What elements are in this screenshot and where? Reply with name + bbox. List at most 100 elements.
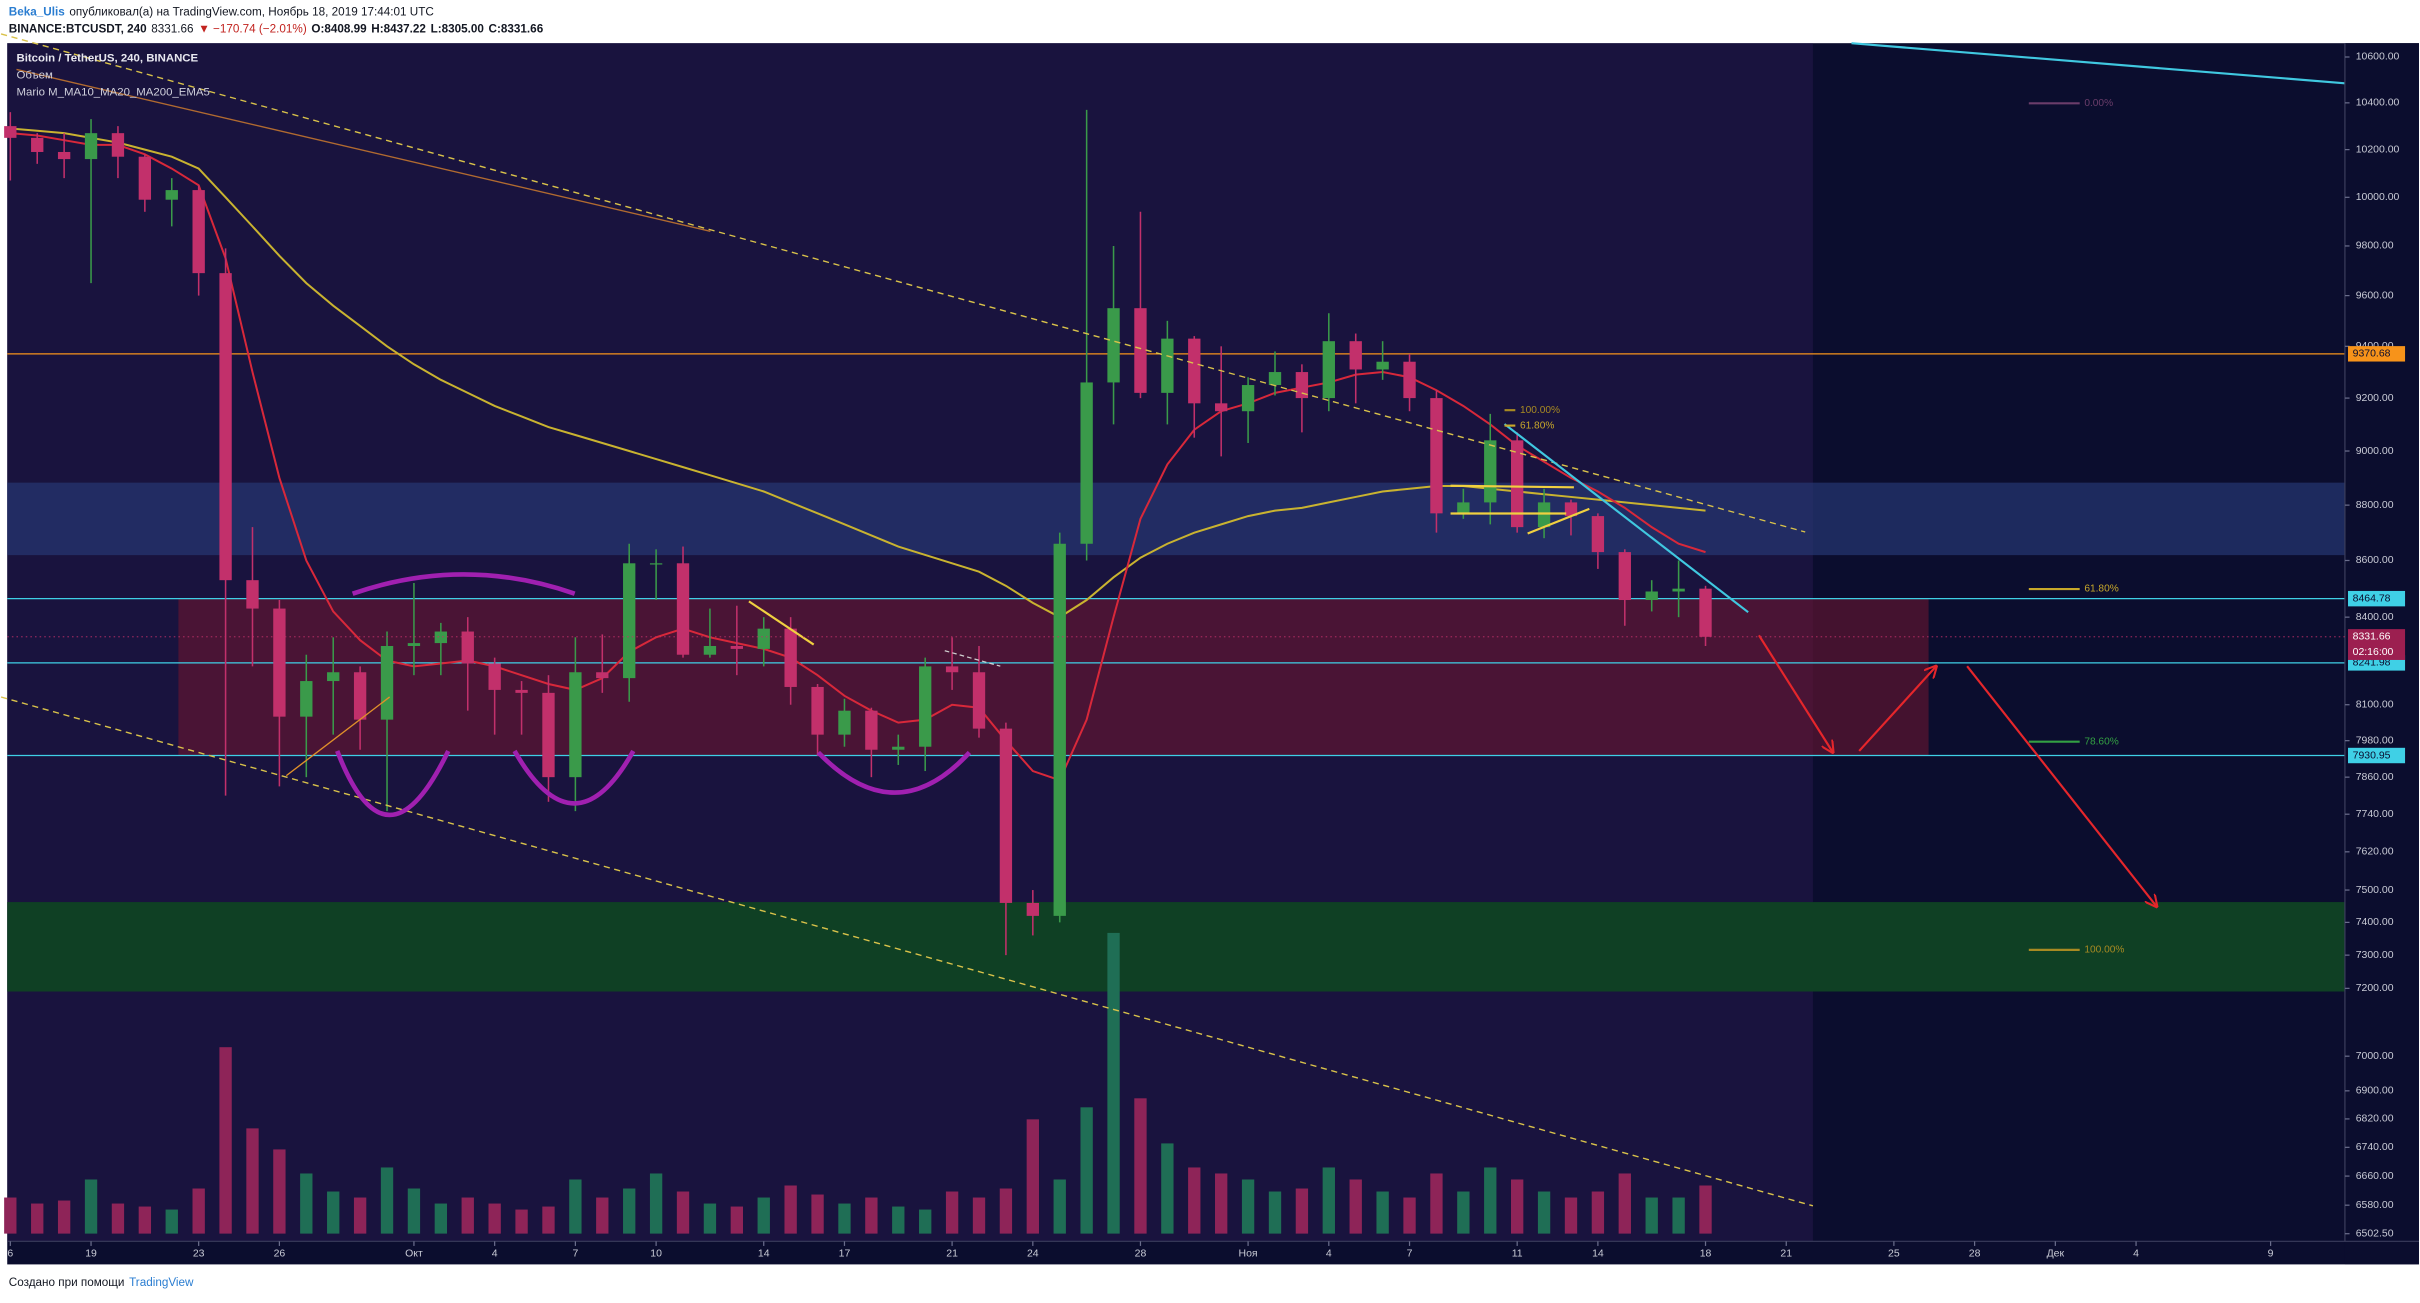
candle-body xyxy=(945,666,959,673)
volume xyxy=(4,932,1712,1234)
volume-bar xyxy=(1107,932,1120,1234)
candle-body xyxy=(1268,372,1282,386)
volume-bar xyxy=(811,1194,824,1234)
volume-bar xyxy=(1268,1191,1282,1234)
y-tick-label: 6660.00 xyxy=(2356,1171,2394,1182)
y-tick-label: 6820.00 xyxy=(2356,1114,2394,1125)
candle-body xyxy=(1322,341,1335,399)
candle-body xyxy=(84,133,98,160)
trend-line xyxy=(1851,42,2346,85)
x-tick-label: 7 xyxy=(572,1248,578,1259)
y-tick-label: 9800.00 xyxy=(2356,241,2394,252)
trend-line xyxy=(944,650,1001,667)
volume-bar xyxy=(1053,1179,1066,1234)
forecast-arrow xyxy=(1758,634,1833,752)
x-tick-label: 9 xyxy=(2268,1248,2274,1259)
candle-body xyxy=(892,746,905,750)
ohlc: L:8305.00 xyxy=(431,22,485,35)
volume-bar xyxy=(542,1206,555,1234)
level-tag xyxy=(2348,747,2406,764)
volume-bar xyxy=(1618,1173,1631,1234)
volume-bar xyxy=(461,1197,474,1234)
footer-brand[interactable]: TradingView xyxy=(129,1276,194,1289)
footer: Создано при помощи TradingView xyxy=(9,1276,194,1289)
pattern-arc xyxy=(335,749,451,817)
trend-line xyxy=(1450,484,1574,489)
volume-bar xyxy=(31,1203,44,1234)
candle-body xyxy=(1618,552,1631,601)
moving-averages xyxy=(10,127,1706,782)
ma-line xyxy=(10,127,1706,619)
x-tick-label: 6 xyxy=(7,1248,13,1259)
x-tick-label: 10 xyxy=(650,1248,662,1259)
level-tag-label: 9370.68 xyxy=(2353,349,2391,360)
volume-bar xyxy=(1295,1188,1309,1234)
volume-bar xyxy=(865,1197,878,1234)
candle-body xyxy=(192,190,205,274)
ohlc: O:8408.99 xyxy=(311,22,367,35)
volume-bar xyxy=(919,1209,932,1234)
x-tick-label: 11 xyxy=(1512,1248,1523,1259)
volume-bar xyxy=(1376,1191,1389,1234)
volume-bar xyxy=(1080,1107,1093,1234)
y-tick-label: 7200.00 xyxy=(2356,983,2394,994)
x-tick-label: Ноя xyxy=(1239,1248,1258,1259)
y-tick-label: 9000.00 xyxy=(2356,446,2394,457)
volume-bar xyxy=(945,1191,959,1234)
y-tick-label: 8800.00 xyxy=(2356,500,2394,511)
candle-body xyxy=(138,156,152,200)
zones xyxy=(7,43,2345,1242)
volume-bar xyxy=(515,1209,528,1234)
pattern-arc xyxy=(351,572,576,596)
candle-body xyxy=(1591,516,1605,553)
volume-bar xyxy=(1322,1167,1335,1234)
volume-bar xyxy=(246,1128,259,1234)
x-tick-label: 4 xyxy=(2133,1248,2139,1259)
volume-bar xyxy=(1457,1191,1470,1234)
y-tick-label: 7740.00 xyxy=(2356,809,2394,820)
volume-bar xyxy=(596,1197,609,1234)
ma-line xyxy=(10,132,1706,782)
volume-bar xyxy=(676,1191,690,1234)
volume-bar xyxy=(165,1209,178,1234)
footer-bg xyxy=(1,1264,2419,1303)
candle-body xyxy=(407,643,421,646)
y-tick-label: 6580.00 xyxy=(2356,1200,2394,1211)
candle-body xyxy=(1430,398,1443,514)
pattern-arc xyxy=(816,750,972,795)
y-tick-label: 6502.50 xyxy=(2356,1228,2394,1239)
y-tick-label: 10600.00 xyxy=(2356,52,2400,63)
candle-body xyxy=(515,689,528,693)
change: ▼ −170.74 (−2.01%) xyxy=(198,22,307,35)
support-zone xyxy=(7,902,2345,992)
volume-bar xyxy=(192,1188,205,1234)
candle-body xyxy=(1241,385,1255,412)
y-tick-label: 7300.00 xyxy=(2356,950,2394,961)
forecast-arrow xyxy=(1966,665,2157,907)
symbol: BINANCE:BTCUSDT, 240 xyxy=(9,22,147,35)
volume-bar xyxy=(1430,1173,1443,1234)
published: опубликовал(а) на TradingView.com, Ноябр… xyxy=(69,5,433,18)
user[interactable]: Beka_Ulis xyxy=(9,5,65,18)
candle-body xyxy=(1134,308,1147,393)
volume-bar xyxy=(784,1185,797,1234)
level-tag-label: 7930.95 xyxy=(2353,750,2391,761)
candle-body xyxy=(353,672,367,720)
candle-body xyxy=(542,692,555,778)
countdown: 02:16:00 xyxy=(2353,647,2394,658)
candle-body xyxy=(730,645,744,649)
x-tick-label: 7 xyxy=(1407,1248,1413,1259)
volume-bar xyxy=(757,1197,770,1234)
candle-body xyxy=(1457,502,1470,514)
candle-body xyxy=(1349,341,1362,370)
volume-bar xyxy=(353,1197,367,1234)
price-tags: 9370.68 8464.78 8241.98 7930.95 8331.66 02:16… xyxy=(7,346,2406,764)
volume-bar xyxy=(219,1047,232,1234)
x-tick-label: 28 xyxy=(1135,1248,1147,1259)
candle-body xyxy=(1564,502,1578,517)
fib-label: 78.60% xyxy=(2084,736,2118,747)
volume-bar xyxy=(138,1206,152,1234)
candle-body xyxy=(219,273,232,581)
x-tick-label: 17 xyxy=(839,1248,851,1259)
candle-body xyxy=(596,672,609,679)
